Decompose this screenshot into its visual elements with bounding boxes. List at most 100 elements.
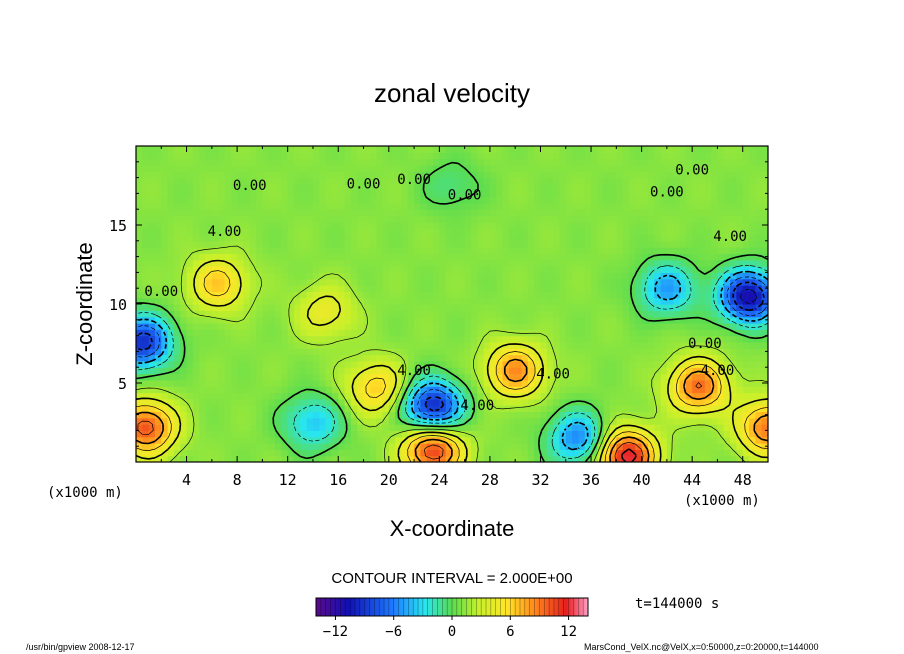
field-cell <box>401 348 409 356</box>
field-cell <box>154 183 162 191</box>
field-cell <box>325 285 333 292</box>
field-cell <box>376 449 384 457</box>
field-cell <box>711 152 719 160</box>
field-cell <box>610 341 617 349</box>
field-cell <box>452 405 459 413</box>
field-cell <box>154 443 162 450</box>
field-cell <box>470 209 478 217</box>
field-cell <box>546 272 554 280</box>
field-cell <box>622 266 630 273</box>
field-cell <box>357 316 365 324</box>
field-cell <box>597 285 605 292</box>
field-cell <box>742 449 750 457</box>
field-cell <box>489 297 497 305</box>
field-cell <box>369 348 377 356</box>
field-cell <box>546 379 554 387</box>
field-cell <box>546 259 554 267</box>
field-cell <box>730 240 737 248</box>
field-cell <box>439 196 447 204</box>
field-cell <box>401 171 409 179</box>
field-cell <box>287 379 295 387</box>
field-cell <box>755 348 763 356</box>
field-cell <box>154 348 162 356</box>
field-cell <box>452 297 459 305</box>
field-cell <box>578 240 586 248</box>
field-cell <box>742 202 750 210</box>
field-cell <box>173 285 181 292</box>
field-cell <box>218 190 226 198</box>
field-cell <box>546 392 554 400</box>
field-cell <box>249 424 257 431</box>
field-cell <box>167 411 175 419</box>
field-cell <box>521 304 529 311</box>
field-cell <box>527 240 535 248</box>
field-cell <box>761 398 768 406</box>
field-cell <box>603 285 611 292</box>
field-cell <box>584 190 592 198</box>
field-cell <box>167 360 175 368</box>
field-cell <box>224 196 232 204</box>
field-cell <box>578 171 586 179</box>
field-cell <box>363 304 371 311</box>
field-cell <box>711 183 719 191</box>
field-cell <box>369 379 377 387</box>
field-cell <box>496 278 504 286</box>
field-cell <box>167 183 175 191</box>
field-cell <box>338 354 346 362</box>
field-cell <box>369 360 377 368</box>
field-cell <box>148 177 156 185</box>
field-cell <box>660 177 668 185</box>
field-cell <box>344 360 352 368</box>
field-cell <box>660 183 668 191</box>
field-cell <box>647 164 655 172</box>
field-cell <box>262 341 270 349</box>
field-cell <box>136 449 143 457</box>
field-cell <box>426 297 434 305</box>
field-cell <box>654 209 662 217</box>
field-cell <box>192 341 200 349</box>
field-cell <box>635 386 643 394</box>
field-cell <box>218 234 226 242</box>
field-cell <box>224 373 232 381</box>
field-cell <box>730 215 737 223</box>
field-cell <box>148 297 156 305</box>
field-cell <box>420 177 428 185</box>
field-cell <box>369 304 377 311</box>
field-cell <box>401 455 409 462</box>
field-cell <box>173 379 181 387</box>
field-cell <box>685 183 693 191</box>
field-cell <box>249 215 257 223</box>
field-cell <box>610 152 617 160</box>
field-cell <box>294 392 301 400</box>
field-cell <box>256 449 263 457</box>
field-cell <box>597 171 605 179</box>
field-cell <box>325 234 333 242</box>
field-cell <box>565 209 573 217</box>
field-cell <box>331 146 339 153</box>
field-cell <box>565 152 573 160</box>
field-cell <box>161 164 169 172</box>
field-cell <box>749 341 756 349</box>
field-cell <box>287 436 295 444</box>
field-cell <box>395 329 403 337</box>
field-cell <box>553 417 561 425</box>
field-cell <box>142 360 150 368</box>
field-cell <box>654 417 662 425</box>
field-cell <box>338 430 346 438</box>
field-cell <box>546 285 554 292</box>
field-cell <box>192 367 200 375</box>
field-cell <box>717 455 725 462</box>
field-cell <box>470 411 478 419</box>
field-cell <box>572 272 579 280</box>
field-cell <box>647 348 655 356</box>
field-cell <box>489 316 497 324</box>
field-cell <box>489 234 497 242</box>
field-cell <box>211 443 219 450</box>
field-cell <box>477 417 485 425</box>
field-cell <box>635 297 643 305</box>
field-cell <box>489 278 497 286</box>
field-cell <box>730 341 737 349</box>
field-cell <box>559 259 567 267</box>
field-cell <box>540 411 548 419</box>
field-cell <box>312 304 320 311</box>
